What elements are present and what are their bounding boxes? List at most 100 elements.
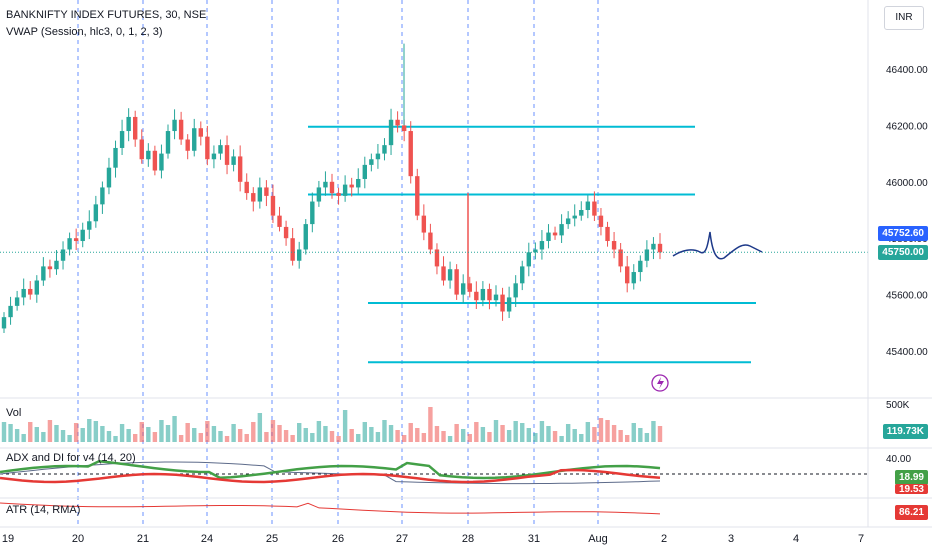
volume-bar bbox=[316, 421, 322, 442]
currency-button[interactable]: INR bbox=[884, 6, 924, 30]
forecast-scribble bbox=[672, 231, 763, 260]
atr-pane-label[interactable]: ATR (14, RMA) bbox=[6, 504, 81, 516]
volume-bar bbox=[605, 420, 610, 442]
candle-body bbox=[428, 232, 433, 250]
candle-body bbox=[8, 305, 13, 318]
candle-body bbox=[644, 249, 650, 261]
volume-bar bbox=[93, 421, 99, 442]
candle-body bbox=[277, 215, 282, 227]
volume-bar bbox=[506, 430, 512, 442]
candle-body bbox=[415, 176, 420, 216]
time-tick-label: 4 bbox=[793, 533, 799, 545]
volume-bar bbox=[362, 422, 367, 442]
volume-bar bbox=[533, 433, 538, 442]
candle-body bbox=[14, 297, 20, 306]
time-tick-label: 3 bbox=[728, 533, 734, 545]
candle-body bbox=[611, 241, 617, 250]
volume-bar bbox=[513, 421, 518, 442]
volume-bar bbox=[41, 432, 46, 442]
vwap-indicator-label[interactable]: VWAP (Session, hlc3, 0, 1, 2, 3) bbox=[6, 26, 163, 38]
volume-bar bbox=[388, 425, 394, 442]
candle-body bbox=[474, 291, 479, 301]
volume-bar bbox=[126, 429, 131, 442]
time-tick-label: 27 bbox=[396, 533, 408, 545]
candle-body bbox=[41, 266, 46, 281]
candle-body bbox=[310, 201, 315, 225]
candle-body bbox=[172, 119, 177, 132]
volume-bar bbox=[211, 426, 217, 442]
candle-body bbox=[565, 218, 571, 225]
candle-body bbox=[237, 156, 243, 182]
candle-body bbox=[552, 232, 558, 236]
candle-body bbox=[159, 153, 164, 171]
volume-bar bbox=[87, 419, 92, 442]
symbol-title[interactable]: BANKNIFTY INDEX FUTURES, 30, NSE bbox=[6, 9, 207, 21]
candle-body bbox=[526, 252, 531, 267]
candle-body bbox=[506, 297, 512, 312]
candle-body bbox=[211, 153, 217, 160]
candle-body bbox=[60, 249, 66, 261]
volume-bar bbox=[310, 433, 315, 442]
volume-bar bbox=[336, 436, 341, 442]
price-tick-label: 45600.00 bbox=[886, 291, 928, 302]
candle-body bbox=[651, 243, 656, 250]
candle-body bbox=[395, 119, 400, 126]
volume-bar bbox=[565, 424, 571, 442]
volume-bar bbox=[165, 425, 171, 442]
candle-body bbox=[441, 266, 446, 281]
adx-line bbox=[0, 461, 661, 485]
candle-body bbox=[316, 187, 322, 202]
di-plus-line bbox=[0, 460, 661, 480]
volume-bar bbox=[657, 426, 663, 442]
candle-body bbox=[349, 184, 354, 188]
candle-body bbox=[283, 226, 289, 239]
volume-bar bbox=[579, 434, 584, 442]
candle-body bbox=[356, 178, 361, 188]
candle-body bbox=[342, 184, 348, 196]
volume-bar bbox=[283, 430, 289, 442]
candle-body bbox=[21, 288, 26, 298]
vwap-price-badge: 45750.00 bbox=[878, 245, 928, 260]
volume-bar bbox=[237, 429, 243, 442]
volume-bar bbox=[546, 426, 551, 442]
candle-body bbox=[480, 288, 486, 301]
adx-value-badge-2: 19.53 bbox=[894, 484, 928, 494]
volume-bar bbox=[651, 421, 656, 442]
candle-body bbox=[625, 266, 630, 284]
candle-body bbox=[218, 145, 223, 154]
volume-bar bbox=[434, 426, 440, 442]
candle-body bbox=[139, 139, 144, 160]
alert-icon[interactable] bbox=[651, 374, 669, 392]
candle-body bbox=[585, 201, 591, 210]
atr-line bbox=[0, 502, 661, 515]
volume-bar bbox=[572, 429, 577, 442]
candle-body bbox=[362, 164, 367, 179]
volume-bar bbox=[618, 430, 623, 442]
price-tick-label: 46400.00 bbox=[886, 65, 928, 76]
time-tick-label: 26 bbox=[332, 533, 344, 545]
atr-series bbox=[0, 502, 661, 515]
adx-pane-label[interactable]: ADX and DI for v4 (14, 20) bbox=[6, 452, 136, 464]
volume-bar bbox=[454, 424, 459, 442]
candle-body bbox=[559, 224, 564, 236]
atr-value-badge: 86.21 bbox=[894, 505, 928, 520]
volume-bar bbox=[205, 421, 210, 442]
candle-body bbox=[113, 147, 118, 168]
candle-body bbox=[329, 181, 335, 194]
candle-body bbox=[434, 249, 440, 267]
candle-body bbox=[290, 238, 295, 261]
volume-bar bbox=[159, 420, 164, 442]
candle-body bbox=[28, 288, 33, 295]
volume-bar bbox=[178, 435, 184, 442]
time-tick-label: 21 bbox=[137, 533, 149, 545]
volume-bar bbox=[251, 422, 256, 442]
volume-value-badge: 119.73K bbox=[882, 424, 928, 439]
candle-body bbox=[264, 187, 269, 196]
candle-body bbox=[447, 269, 453, 281]
volume-pane-label[interactable]: Vol bbox=[6, 407, 22, 419]
volume-bar bbox=[520, 423, 525, 442]
volume-bar bbox=[408, 423, 413, 442]
price-tick-label: 45400.00 bbox=[886, 347, 928, 358]
volume-bar bbox=[54, 425, 59, 442]
